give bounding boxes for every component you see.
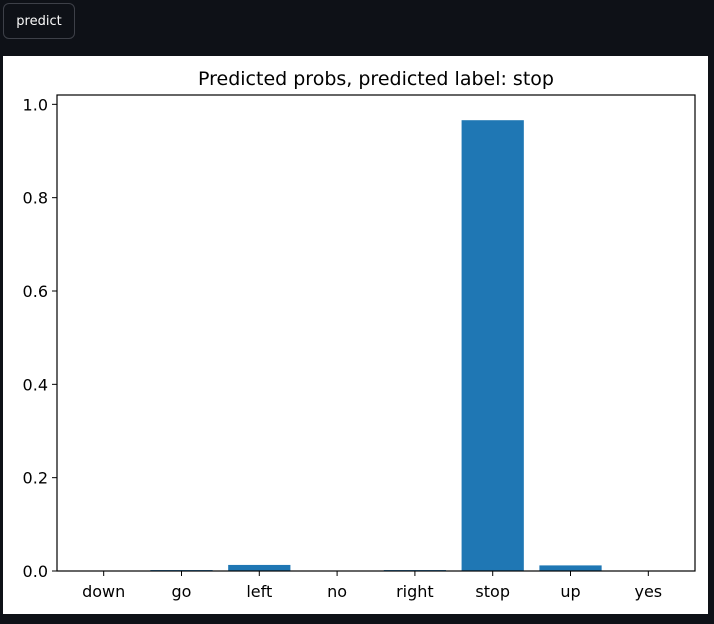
x-tick-label-down: down bbox=[82, 582, 125, 601]
y-tick-label: 0.2 bbox=[23, 469, 48, 488]
x-tick-label-go: go bbox=[172, 582, 192, 601]
x-tick-label-stop: stop bbox=[475, 582, 510, 601]
x-tick-label-yes: yes bbox=[634, 582, 662, 601]
y-tick-label: 0.6 bbox=[23, 282, 48, 301]
bar-up bbox=[539, 565, 602, 571]
bar-chart: Predicted probs, predicted label: stop 0… bbox=[23, 68, 696, 601]
y-tick-label: 0.0 bbox=[23, 562, 48, 581]
predict-button[interactable]: predict bbox=[3, 3, 75, 39]
chart-title: Predicted probs, predicted label: stop bbox=[198, 68, 554, 90]
x-tick-label-right: right bbox=[396, 582, 434, 601]
y-tick-label: 0.8 bbox=[23, 189, 48, 208]
x-tick-label-left: left bbox=[246, 582, 272, 601]
plot-area-frame bbox=[56, 94, 696, 572]
chart-figure: Predicted probs, predicted label: stop 0… bbox=[3, 56, 708, 614]
bar-stop bbox=[461, 120, 524, 571]
y-tick-label: 1.0 bbox=[23, 95, 48, 114]
x-tick-label-up: up bbox=[560, 582, 580, 601]
y-tick-label: 0.4 bbox=[23, 375, 48, 394]
bar-left bbox=[228, 564, 291, 571]
x-tick-label-no: no bbox=[327, 582, 347, 601]
